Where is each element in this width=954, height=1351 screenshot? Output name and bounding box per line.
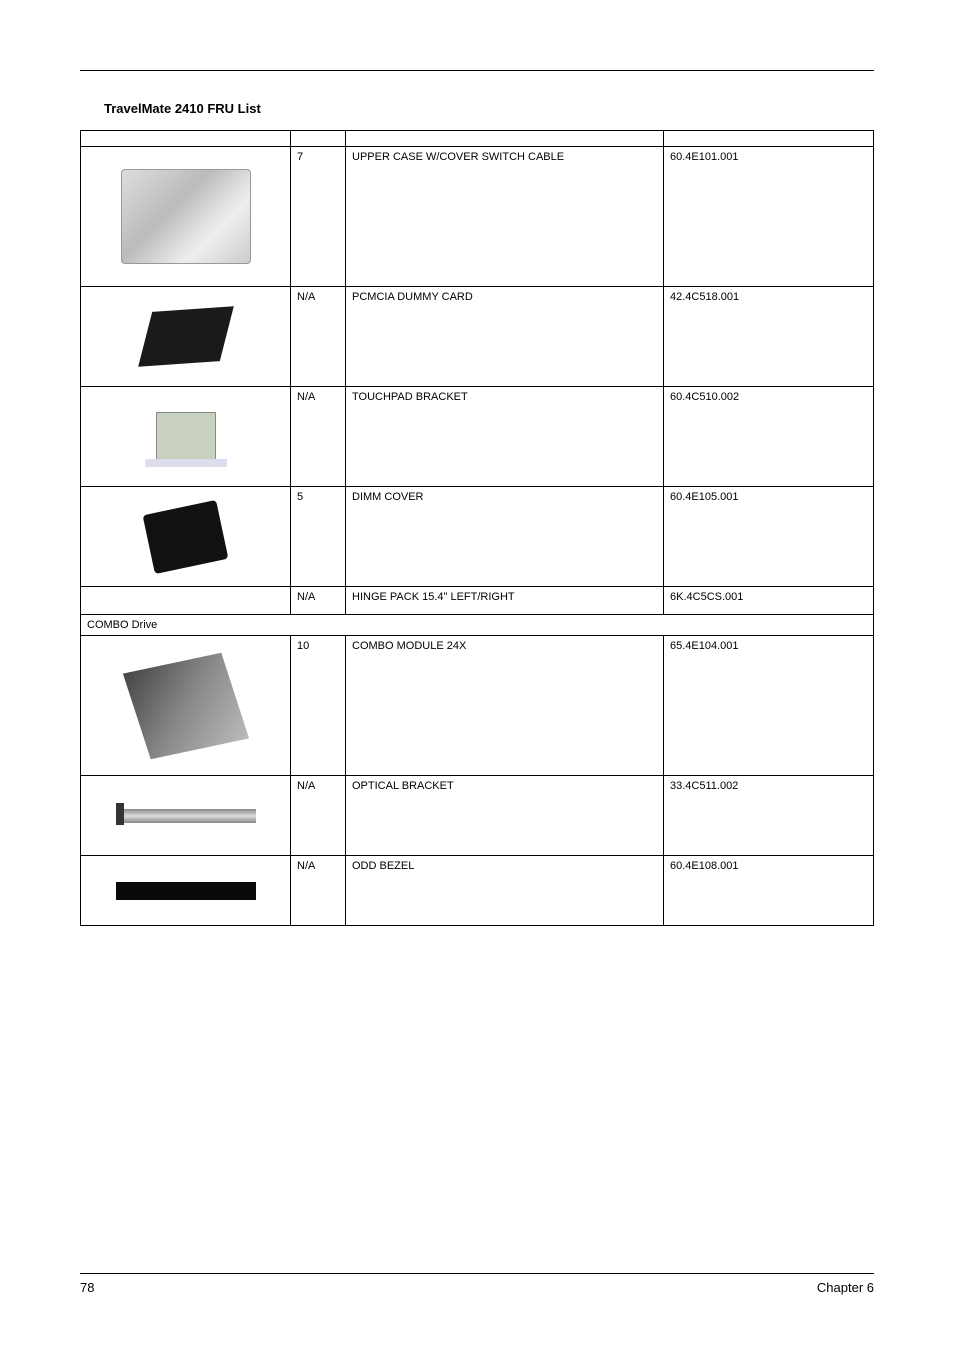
- touchpad-image: [156, 412, 216, 462]
- th-desc: [346, 131, 664, 147]
- image-wrap: [87, 291, 284, 382]
- cell-image: [81, 487, 291, 587]
- table-row: N/A HINGE PACK 15.4" LEFT/RIGHT 6K.4C5CS…: [81, 587, 874, 615]
- footer-line: 78 Chapter 6: [80, 1273, 874, 1295]
- cell-no: N/A: [291, 587, 346, 615]
- cell-part: 42.4C518.001: [664, 287, 874, 387]
- cell-no: 10: [291, 636, 346, 776]
- cell-no: N/A: [291, 776, 346, 856]
- page-number: 78: [80, 1280, 94, 1295]
- table-row: N/A OPTICAL BRACKET 33.4C511.002: [81, 776, 874, 856]
- cell-no: 7: [291, 147, 346, 287]
- cell-no: 5: [291, 487, 346, 587]
- cell-image: [81, 587, 291, 615]
- pcmcia-image: [138, 306, 234, 366]
- image-wrap: [87, 491, 284, 582]
- dimm-image: [143, 499, 229, 573]
- cell-part: 60.4E105.001: [664, 487, 874, 587]
- page: TravelMate 2410 FRU List 7 UPPER CASE W/…: [0, 0, 954, 1351]
- table-header-row: [81, 131, 874, 147]
- cell-no: N/A: [291, 856, 346, 926]
- cell-part: 60.4E101.001: [664, 147, 874, 287]
- cell-part: 60.4E108.001: [664, 856, 874, 926]
- cell-desc: PCMCIA DUMMY CARD: [346, 287, 664, 387]
- list-title: TravelMate 2410 FRU List: [104, 101, 874, 116]
- cell-image: [81, 387, 291, 487]
- table-row: 10 COMBO MODULE 24X 65.4E104.001: [81, 636, 874, 776]
- bracket-image: [116, 809, 256, 823]
- cell-desc: UPPER CASE W/COVER SWITCH CABLE: [346, 147, 664, 287]
- cell-image: [81, 856, 291, 926]
- table-row: N/A ODD BEZEL 60.4E108.001: [81, 856, 874, 926]
- cell-image: [81, 147, 291, 287]
- page-footer: 78 Chapter 6: [80, 1273, 874, 1295]
- cell-no: N/A: [291, 287, 346, 387]
- table-row: N/A PCMCIA DUMMY CARD 42.4C518.001: [81, 287, 874, 387]
- cell-desc: DIMM COVER: [346, 487, 664, 587]
- image-wrap: [87, 860, 284, 921]
- table-row: 7 UPPER CASE W/COVER SWITCH CABLE 60.4E1…: [81, 147, 874, 287]
- th-image: [81, 131, 291, 147]
- image-wrap: [87, 640, 284, 771]
- bezel-image: [116, 882, 256, 900]
- cell-part: 65.4E104.001: [664, 636, 874, 776]
- image-wrap: [87, 391, 284, 482]
- category-cell: COMBO Drive: [81, 615, 874, 636]
- cell-part: 6K.4C5CS.001: [664, 587, 874, 615]
- image-wrap: [87, 151, 284, 282]
- cell-desc: HINGE PACK 15.4" LEFT/RIGHT: [346, 587, 664, 615]
- cell-part: 60.4C510.002: [664, 387, 874, 487]
- category-row: COMBO Drive: [81, 615, 874, 636]
- combo-image: [122, 652, 248, 759]
- top-rule: [80, 70, 874, 71]
- cell-part: 33.4C511.002: [664, 776, 874, 856]
- upper-case-image: [121, 169, 251, 264]
- chapter-label: Chapter 6: [817, 1280, 874, 1295]
- table-row: N/A TOUCHPAD BRACKET 60.4C510.002: [81, 387, 874, 487]
- th-part: [664, 131, 874, 147]
- fru-table: 7 UPPER CASE W/COVER SWITCH CABLE 60.4E1…: [80, 130, 874, 926]
- image-wrap: [87, 780, 284, 851]
- cell-desc: COMBO MODULE 24X: [346, 636, 664, 776]
- cell-desc: OPTICAL BRACKET: [346, 776, 664, 856]
- cell-no: N/A: [291, 387, 346, 487]
- cell-desc: TOUCHPAD BRACKET: [346, 387, 664, 487]
- cell-desc: ODD BEZEL: [346, 856, 664, 926]
- cell-image: [81, 287, 291, 387]
- th-no: [291, 131, 346, 147]
- table-row: 5 DIMM COVER 60.4E105.001: [81, 487, 874, 587]
- cell-image: [81, 776, 291, 856]
- cell-image: [81, 636, 291, 776]
